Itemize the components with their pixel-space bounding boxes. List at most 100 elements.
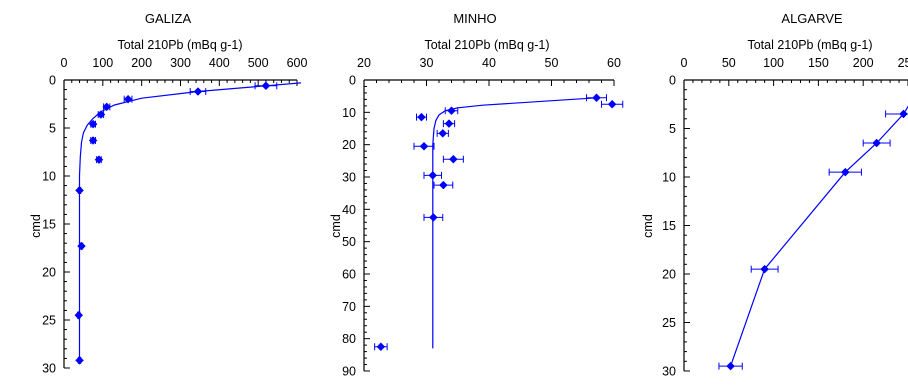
x-tick-label: 40: [482, 56, 496, 70]
data-point: [88, 136, 98, 145]
y-tick-label: 0: [49, 74, 56, 88]
data-point: [254, 81, 278, 91]
diamond-marker: [840, 167, 850, 177]
x-tick-label: 20: [357, 56, 371, 70]
x-tick-label: 50: [545, 56, 559, 70]
diamond-marker: [88, 119, 98, 129]
x-tick-label: 100: [92, 56, 113, 70]
fit-curve: [78, 82, 301, 362]
diamond-marker: [429, 213, 438, 222]
x-tick-label: 60: [607, 56, 621, 70]
data-point: [586, 93, 607, 103]
data-point: [88, 119, 98, 129]
x-tick-label: 300: [170, 56, 191, 70]
y-tick-label: 20: [662, 268, 676, 282]
y-tick-label: 0: [669, 74, 676, 88]
x-tick-label: 150: [808, 56, 829, 70]
diamond-marker: [444, 119, 454, 129]
data-point: [828, 167, 862, 177]
panel-title: MINHO: [453, 11, 496, 26]
diamond-marker: [428, 171, 438, 180]
y-tick-label: 10: [42, 170, 56, 184]
data-point: [750, 264, 779, 274]
data-point: [123, 94, 133, 104]
data-point: [601, 99, 624, 109]
diamond-marker: [123, 94, 133, 104]
diamond-marker: [75, 186, 84, 195]
y-tick-label: 50: [342, 235, 356, 249]
data-point: [75, 186, 84, 195]
fit-curve: [730, 105, 908, 367]
diamond-marker: [760, 264, 769, 274]
data-point: [374, 342, 388, 352]
diamond-marker: [74, 310, 84, 320]
y-tick-label: 20: [342, 138, 356, 152]
y-tick-label: 20: [42, 266, 56, 280]
x-tick-label: 50: [722, 56, 736, 70]
diamond-marker: [77, 241, 86, 251]
data-point: [189, 87, 207, 96]
diamond-marker: [447, 106, 456, 116]
diamond-marker: [419, 141, 429, 151]
data-point: [77, 241, 86, 251]
data-point: [413, 141, 435, 151]
data-point: [416, 112, 427, 122]
x-tick-label: 0: [681, 56, 688, 70]
y-tick-label: 90: [342, 365, 356, 379]
data-point: [862, 138, 891, 148]
diamond-marker: [899, 109, 908, 119]
data-point: [442, 154, 464, 164]
y-tick-label: 10: [342, 106, 356, 120]
panel-title: ALGARVE: [781, 11, 843, 26]
diamond-marker: [592, 93, 601, 103]
x-tick-label: 250: [898, 56, 908, 70]
x-tick-label: 600: [287, 56, 308, 70]
panel-galiza: GALIZA Total 210Pb (mBq g-1) cmd 0 100 200…: [29, 11, 307, 376]
y-tick-label: 0: [349, 74, 356, 88]
panel-algarve: ALGARVE Total 210Pb (mBq g-1) cmd 0 50 100…: [641, 11, 908, 379]
data-point: [94, 155, 104, 165]
panel-title: GALIZA: [145, 11, 192, 26]
y-tick-label: 5: [49, 122, 56, 136]
x-tick-label: 100: [763, 56, 784, 70]
diamond-marker: [417, 112, 426, 122]
data-point: [885, 109, 908, 119]
panel-minho: MINHO Total 210Pb (mBq g-1) cmd 20 30 40 50…: [329, 11, 624, 379]
data-point: [444, 106, 459, 116]
x-tick-label: 200: [131, 56, 152, 70]
diamond-marker: [261, 81, 271, 91]
y-tick-label: 10: [662, 171, 676, 185]
diamond-marker: [872, 138, 881, 148]
y-tick-label: 5: [669, 122, 676, 136]
x-axis-label: Total 210Pb (mBq g-1): [424, 38, 549, 52]
data-point: [436, 128, 449, 138]
x-tick-label: 400: [209, 56, 230, 70]
data-point: [442, 119, 456, 129]
data-point: [423, 171, 442, 180]
y-tick-label: 30: [342, 171, 356, 185]
y-tick-label: 25: [42, 314, 56, 328]
diamond-marker: [439, 180, 448, 190]
diamond-marker: [726, 361, 735, 371]
diamond-marker: [94, 155, 104, 165]
x-tick-label: 30: [420, 56, 434, 70]
y-tick-label: 30: [662, 365, 676, 379]
y-tick-label: 60: [342, 268, 356, 282]
x-tick-label: 200: [853, 56, 874, 70]
data-point: [96, 110, 106, 119]
y-tick-label: 40: [342, 203, 356, 217]
x-tick-label: 0: [61, 56, 68, 70]
y-axis-label: cmd: [641, 214, 655, 238]
data-point: [423, 213, 444, 222]
x-tick-label: 500: [248, 56, 269, 70]
diamond-marker: [75, 355, 84, 365]
y-tick-label: 15: [42, 218, 56, 232]
y-tick-label: 25: [662, 316, 676, 330]
y-tick-label: 30: [42, 362, 56, 376]
diamond-marker: [449, 154, 458, 164]
y-axis-label: cmd: [29, 214, 43, 238]
y-axis-label: cmd: [329, 214, 343, 238]
fit-curve: [432, 97, 597, 349]
